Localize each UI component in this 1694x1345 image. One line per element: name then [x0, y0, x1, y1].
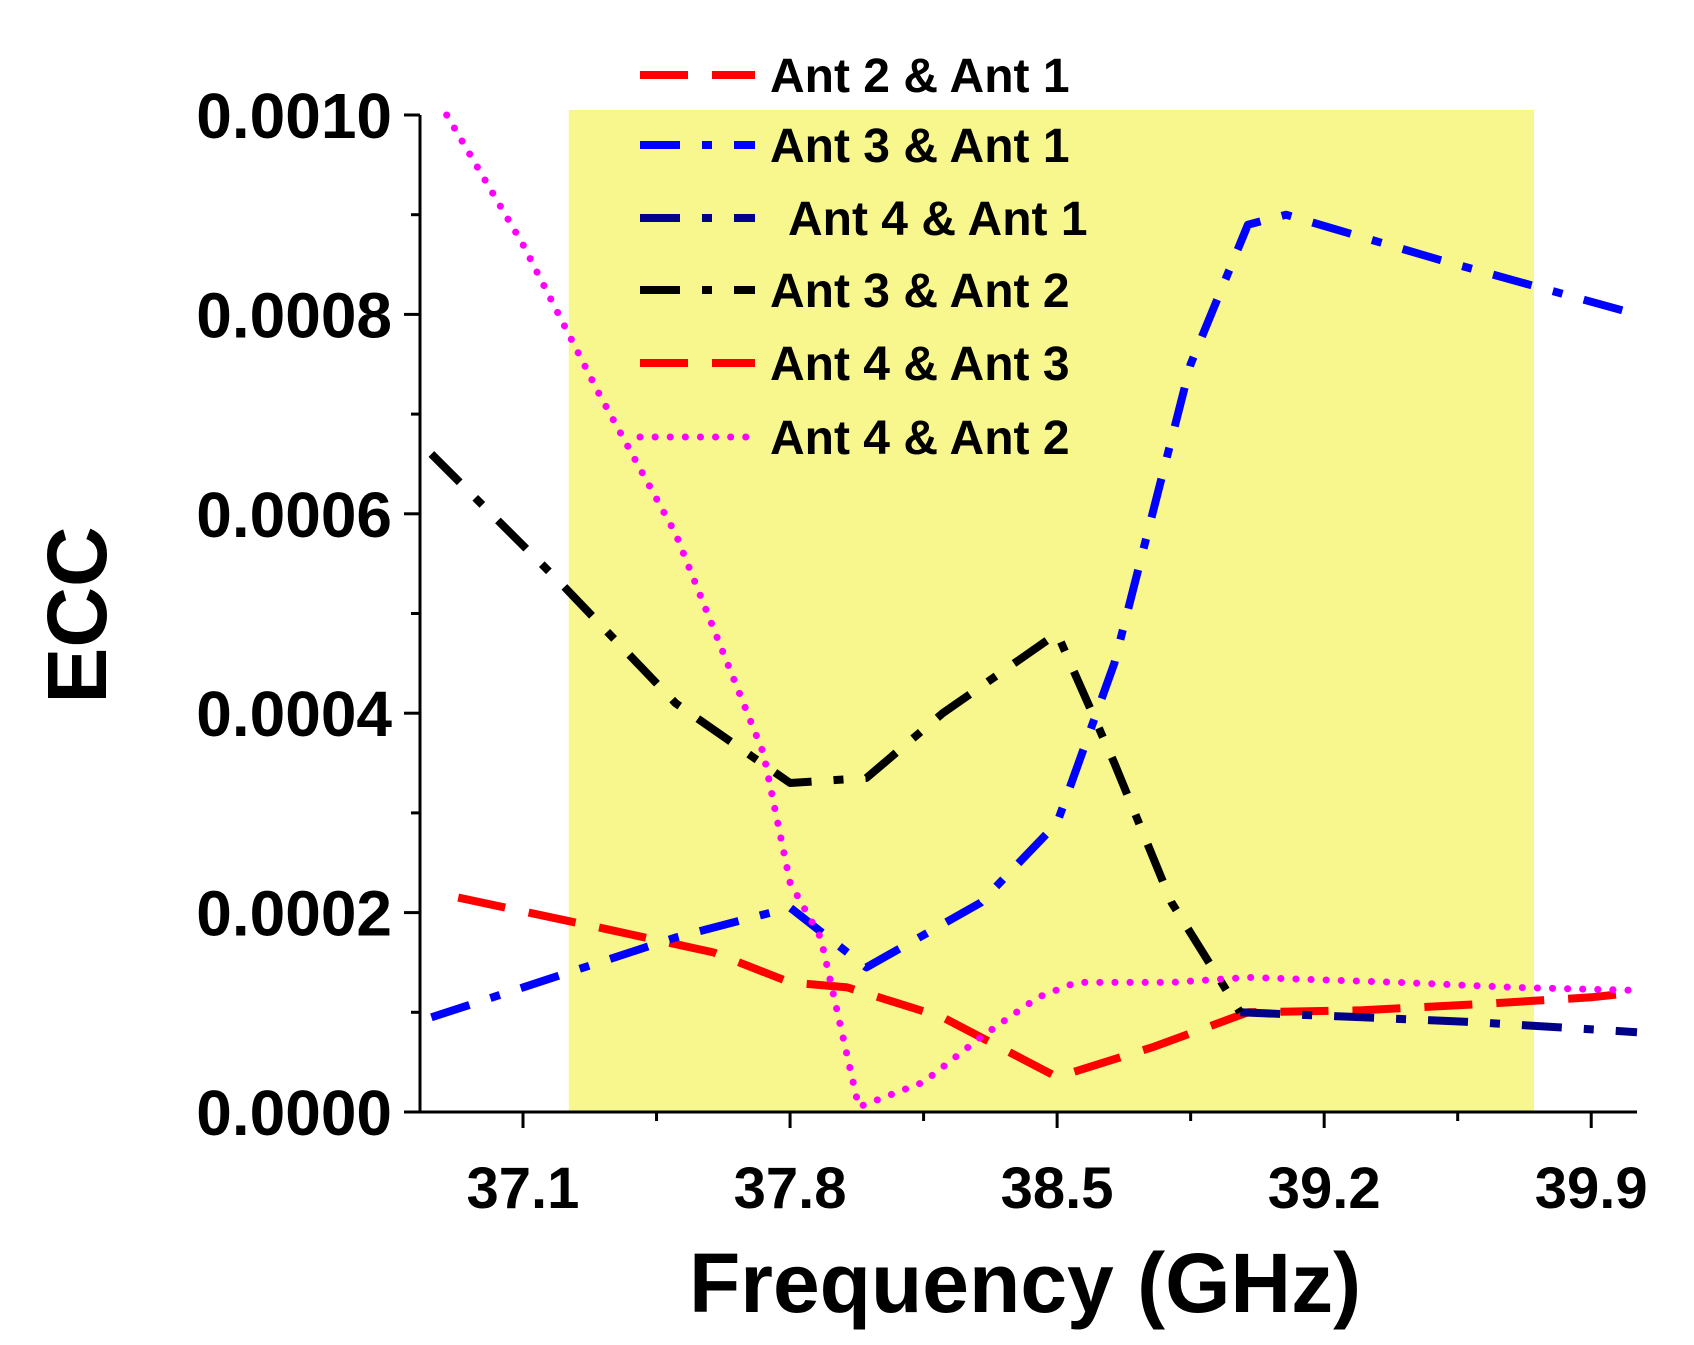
- legend-label-4: Ant 3 & Ant 2: [770, 265, 1070, 318]
- series-line-2: [430, 210, 1639, 1022]
- x-axis-title: Frequency (GHz): [689, 1236, 1361, 1330]
- y-tick-label: 0.0004: [196, 678, 392, 750]
- series-line-1: [457, 893, 1638, 1082]
- x-tick-label: 39.2: [1268, 1156, 1381, 1221]
- y-tick-label: 0.0000: [196, 1077, 392, 1149]
- legend-label-2: Ant 3 & Ant 1: [770, 120, 1070, 173]
- x-tick-label: 37.8: [734, 1156, 847, 1221]
- y-tick-label: 0.0010: [196, 80, 392, 152]
- series-layer: [428, 111, 1641, 1111]
- legend-label-5: Ant 4 & Ant 3: [770, 338, 1070, 391]
- highlight-band: [568, 110, 1534, 1112]
- y-axis-title: ECC: [30, 526, 124, 703]
- x-tick-label: 38.5: [1001, 1156, 1114, 1221]
- x-tick-label: 39.9: [1535, 1156, 1648, 1221]
- y-tick-label: 0.0006: [196, 479, 392, 551]
- legend-label-3: Ant 4 & Ant 1: [788, 193, 1088, 246]
- series-line-3: [1240, 1008, 1638, 1037]
- legend: Ant 2 & Ant 1 Ant 3 & Ant 1 Ant 4 & Ant 1 A…: [636, 50, 1088, 465]
- series-line-6: [443, 111, 1641, 1111]
- legend-label-6: Ant 4 & Ant 2: [770, 412, 1070, 465]
- y-tick-label: 0.0008: [196, 279, 392, 351]
- y-tick-label: 0.0002: [196, 878, 392, 950]
- legend-label-1: Ant 2 & Ant 1: [770, 50, 1070, 103]
- ticks-layer: 0.0000 0.0002 0.0004 0.0006 0.0008 0.0010 37.1…: [196, 80, 1647, 1221]
- x-tick-label: 37.1: [467, 1156, 580, 1221]
